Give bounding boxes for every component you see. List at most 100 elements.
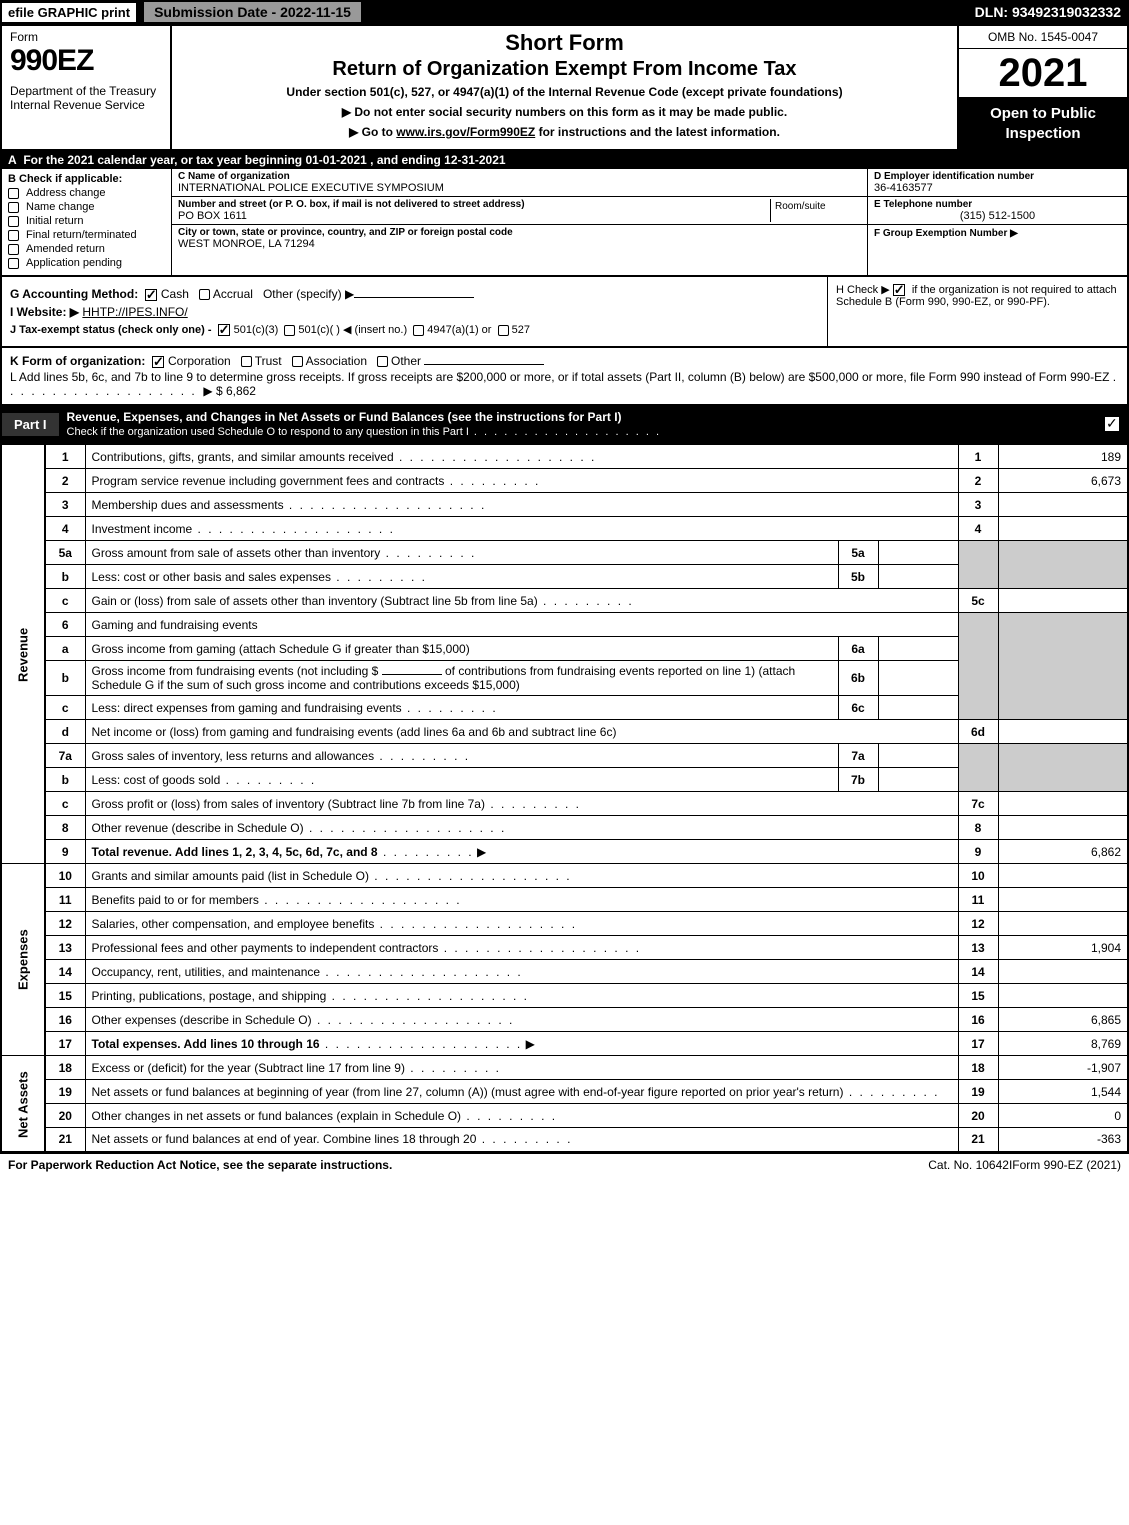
rcol-num: 14 [958, 960, 998, 984]
line-num: 7a [45, 744, 85, 768]
table-row: 19 Net assets or fund balances at beginn… [1, 1080, 1128, 1104]
line-desc: Other changes in net assets or fund bala… [92, 1109, 462, 1123]
instr2-pre: ▶ Go to [349, 125, 396, 139]
box-ghij: G Accounting Method: Cash Accrual Other … [0, 277, 1129, 348]
rcol-num: 7c [958, 792, 998, 816]
line-desc: Total expenses. Add lines 10 through 16 [92, 1037, 320, 1051]
check-corp[interactable] [152, 356, 164, 368]
line-num: b [45, 565, 85, 589]
line-num: 17 [45, 1032, 85, 1056]
rcol-num: 9 [958, 840, 998, 864]
rcol-num: 6d [958, 720, 998, 744]
sub-val [878, 565, 958, 589]
line-num: 6 [45, 613, 85, 637]
tax-year: 2021 [959, 49, 1127, 98]
line-g: G Accounting Method: Cash Accrual Other … [10, 287, 819, 301]
check-4947[interactable] [413, 325, 424, 336]
check-other-org[interactable] [377, 356, 388, 367]
cell-street: Number and street (or P. O. box, if mail… [172, 197, 867, 225]
rcol-val [998, 984, 1128, 1008]
efile-label[interactable]: efile GRAPHIC print [0, 1, 138, 24]
irs-link[interactable]: www.irs.gov/Form990EZ [396, 125, 535, 139]
line-num: 1 [45, 445, 85, 469]
rcol-shade [958, 541, 998, 589]
table-row: c Gain or (loss) from sale of assets oth… [1, 589, 1128, 613]
cell-org-name: C Name of organization INTERNATIONAL POL… [172, 169, 867, 197]
rcol-num: 5c [958, 589, 998, 613]
rcol-num: 10 [958, 864, 998, 888]
h-text1: H Check ▶ [836, 284, 890, 296]
opt-4947: 4947(a)(1) or [427, 324, 491, 336]
rcol-num: 8 [958, 816, 998, 840]
part1-tab: Part I [2, 413, 59, 436]
check-501c3[interactable] [218, 324, 230, 336]
line-desc: Benefits paid to or for members [92, 893, 259, 907]
check-501c[interactable] [284, 325, 295, 336]
opt-501c3: 501(c)(3) [234, 324, 279, 336]
line-desc: Less: cost of goods sold [92, 773, 221, 787]
line-desc: Excess or (deficit) for the year (Subtra… [92, 1061, 405, 1075]
j-label: J Tax-exempt status (check only one) - [10, 324, 212, 336]
rcol-val: -1,907 [998, 1056, 1128, 1080]
col-de: D Employer identification number 36-4163… [867, 169, 1127, 275]
rcol-val: -363 [998, 1128, 1128, 1152]
footer-mid: Cat. No. 10642I [928, 1158, 1012, 1172]
check-address-change[interactable]: Address change [8, 187, 165, 199]
check-527[interactable] [498, 325, 509, 336]
line-desc: Gross sales of inventory, less returns a… [92, 749, 375, 763]
opt-trust: Trust [255, 354, 282, 368]
l-text: L Add lines 5b, 6c, and 7b to line 9 to … [10, 370, 1109, 384]
k-label: K Form of organization: [10, 354, 145, 368]
line-desc: Total revenue. Add lines 1, 2, 3, 4, 5c,… [92, 845, 378, 859]
line-desc: Gross income from gaming (attach Schedul… [92, 642, 470, 656]
city-label: City or town, state or province, country… [178, 227, 861, 238]
check-schedule-o[interactable] [1105, 417, 1119, 431]
check-initial-return[interactable]: Initial return [8, 215, 165, 227]
g-label: G Accounting Method: [10, 287, 138, 301]
table-row: 4 Investment income 4 [1, 517, 1128, 541]
line-num: 18 [45, 1056, 85, 1080]
rcol-num: 18 [958, 1056, 998, 1080]
dln-label: DLN: 93492319032332 [975, 4, 1129, 20]
sub-num: 5a [838, 541, 878, 565]
table-row: 17 Total expenses. Add lines 10 through … [1, 1032, 1128, 1056]
omb-number: OMB No. 1545-0047 [959, 26, 1127, 49]
line-num: 10 [45, 864, 85, 888]
box-bcdef: B Check if applicable: Address change Na… [0, 169, 1129, 277]
col-h: H Check ▶ if the organization is not req… [827, 277, 1127, 346]
cell-city: City or town, state or province, country… [172, 225, 867, 252]
check-application-pending[interactable]: Application pending [8, 257, 165, 269]
part1-desc-text: Revenue, Expenses, and Changes in Net As… [67, 410, 622, 424]
check-h[interactable] [893, 284, 905, 296]
line-desc: Gaming and fundraising events [85, 613, 958, 637]
line-i: I Website: ▶ HHTP://IPES.INFO/ [10, 305, 819, 319]
footer: For Paperwork Reduction Act Notice, see … [0, 1153, 1129, 1176]
check-final-return[interactable]: Final return/terminated [8, 229, 165, 241]
sub-num: 7a [838, 744, 878, 768]
check-assoc[interactable] [292, 356, 303, 367]
line-num: c [45, 792, 85, 816]
check-name-change[interactable]: Name change [8, 201, 165, 213]
check-cash[interactable] [145, 289, 157, 301]
table-row: 7a Gross sales of inventory, less return… [1, 744, 1128, 768]
rcol-num: 3 [958, 493, 998, 517]
group-exemption-label: F Group Exemption Number ▶ [874, 228, 1018, 239]
l-value: ▶ $ 6,862 [203, 384, 256, 398]
side-revenue: Revenue [1, 445, 45, 864]
opt-address-change: Address change [26, 187, 106, 199]
rcol-shade [958, 744, 998, 792]
check-trust[interactable] [241, 356, 252, 367]
line-desc: Gross amount from sale of assets other t… [92, 546, 381, 560]
sub-val [878, 541, 958, 565]
line-desc: Net income or (loss) from gaming and fun… [92, 725, 617, 739]
rcol-val [998, 888, 1128, 912]
check-amended-return[interactable]: Amended return [8, 243, 165, 255]
website-value[interactable]: HHTP://IPES.INFO/ [82, 305, 187, 319]
rcol-shade [998, 613, 1128, 720]
check-accrual[interactable] [199, 289, 210, 300]
instruction-2: ▶ Go to www.irs.gov/Form990EZ for instru… [180, 125, 949, 139]
rcol-num: 20 [958, 1104, 998, 1128]
other-org-line [424, 364, 544, 365]
line-num: 13 [45, 936, 85, 960]
opt-name-change: Name change [26, 201, 95, 213]
